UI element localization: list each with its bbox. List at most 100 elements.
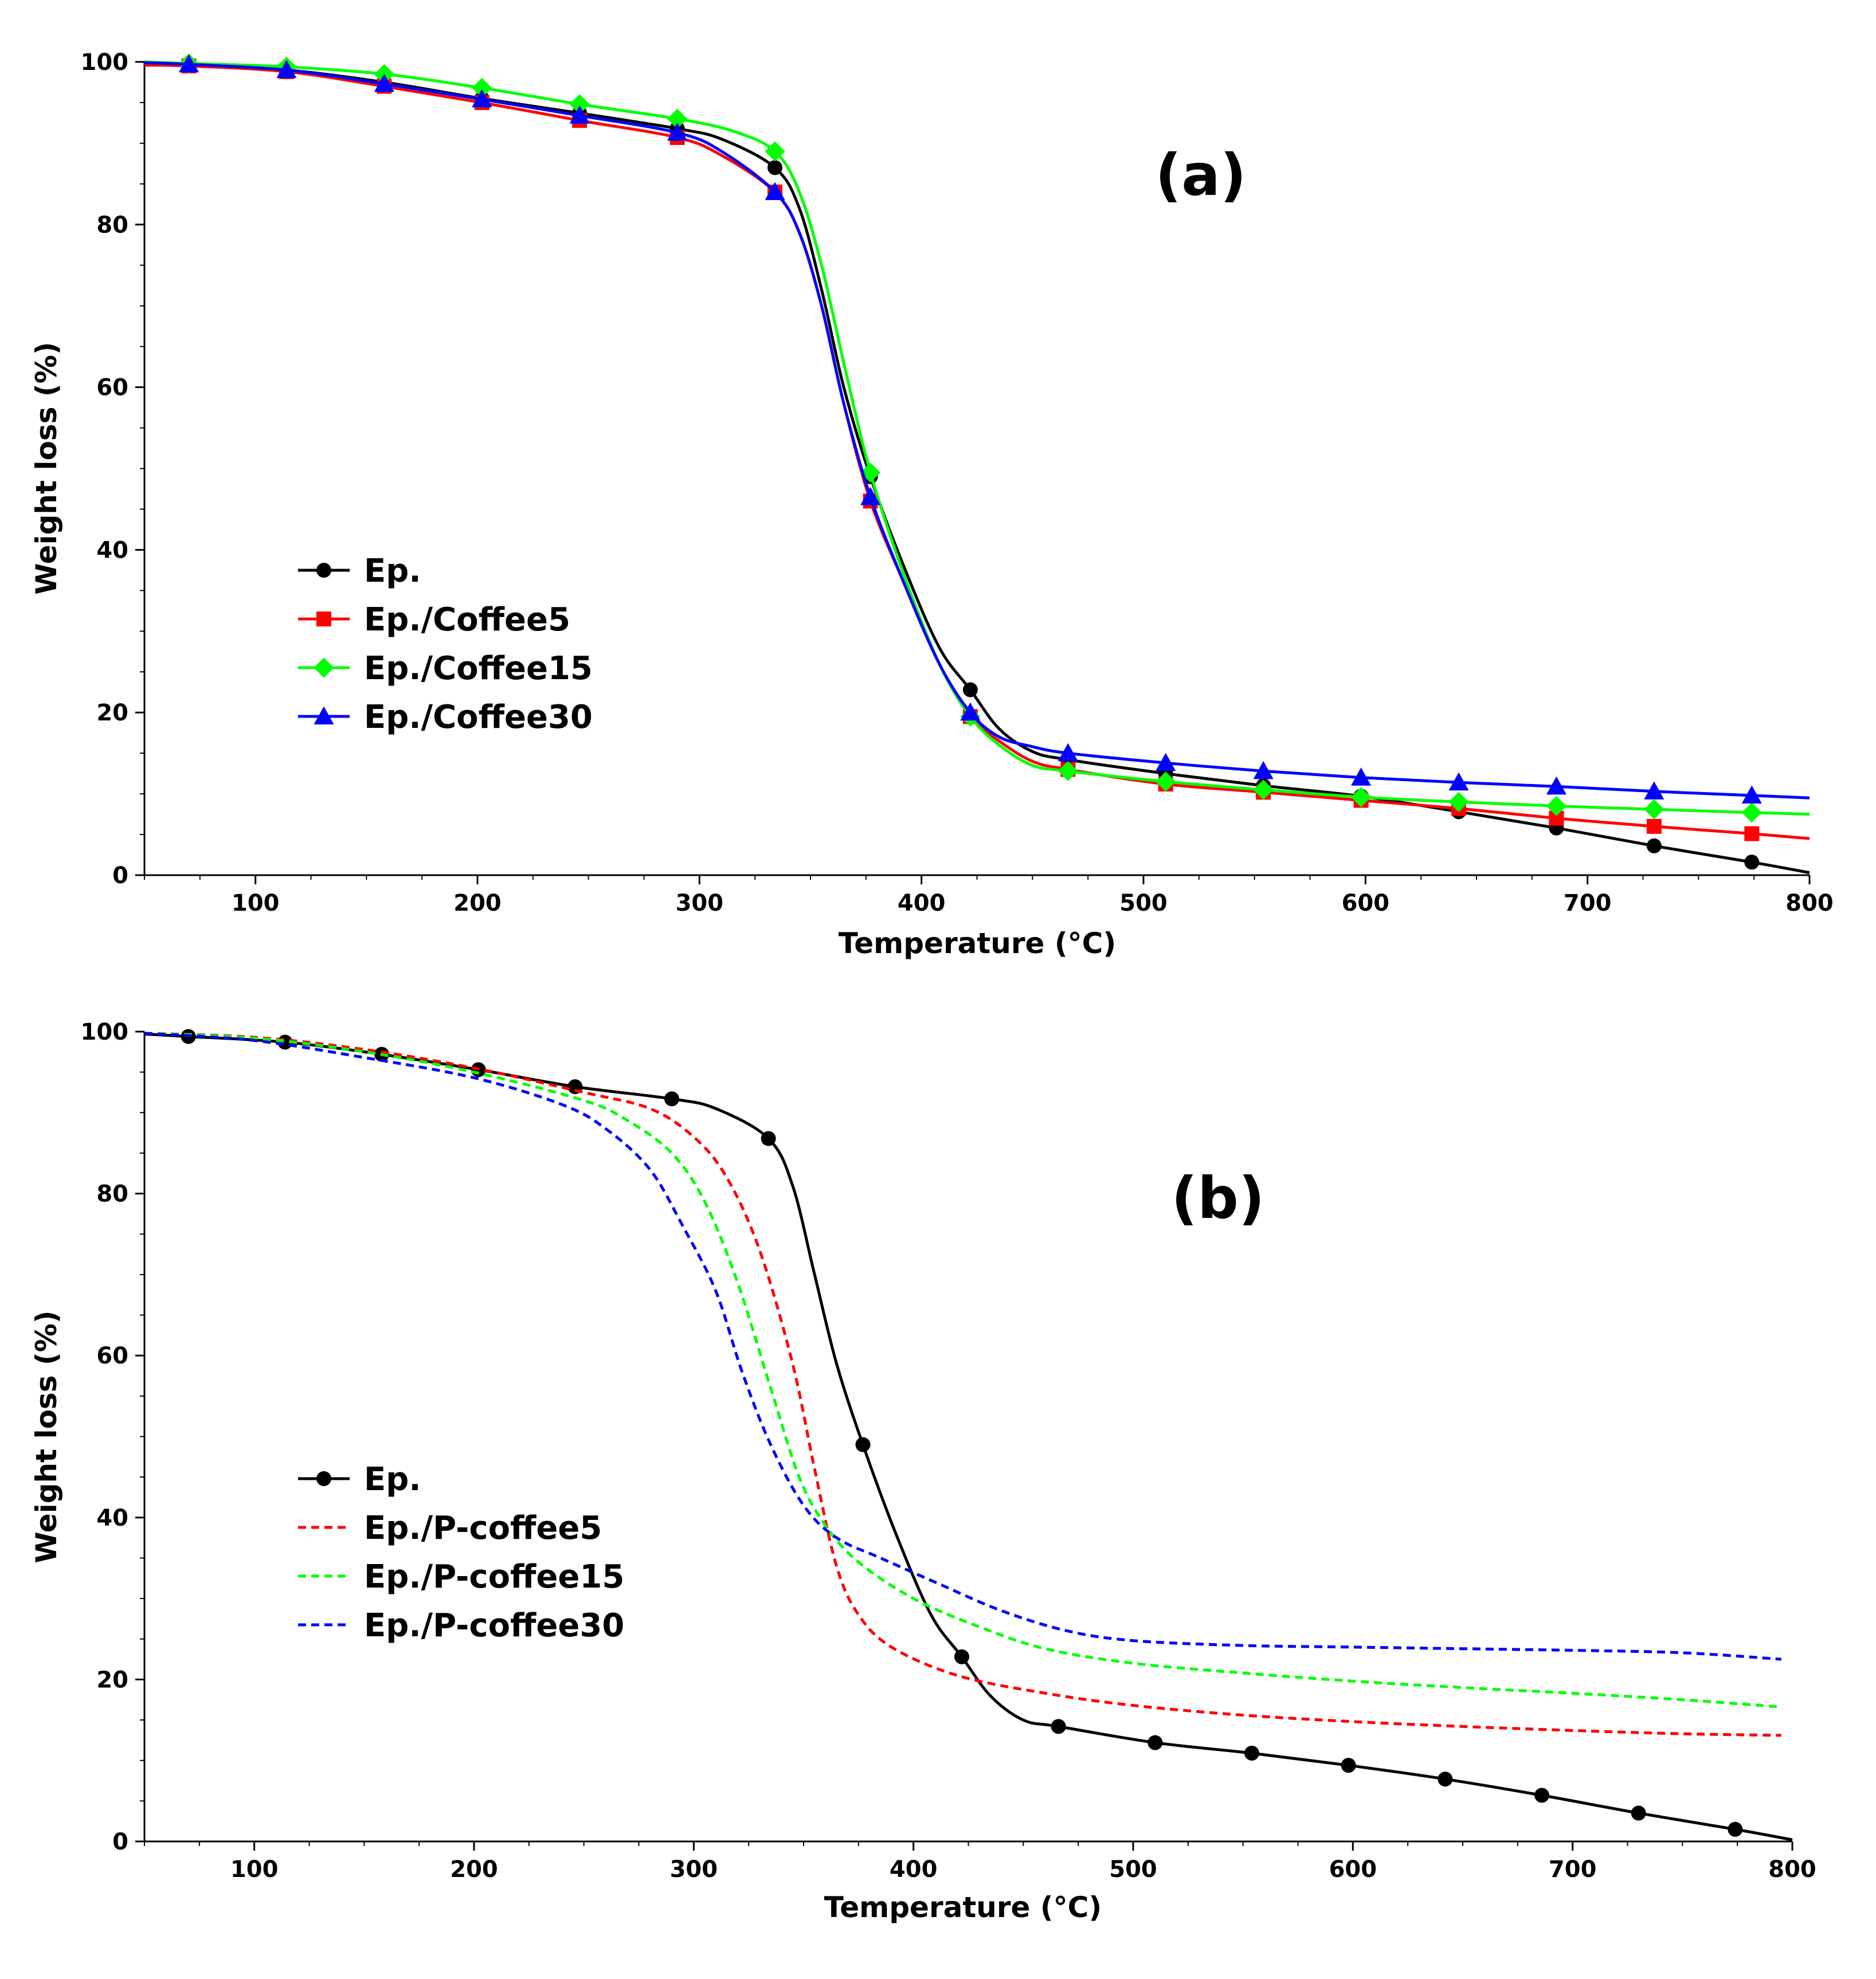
data-point [1728,1821,1743,1837]
legend-label: Ep. [364,1461,421,1498]
data-point [1351,767,1372,786]
data-point [1646,818,1662,834]
data-point [1341,1758,1356,1773]
y-tick-label: 60 [96,1343,128,1369]
legend-symbol [298,706,350,725]
plot-layer-b: 100 200 300 400 500 600 700 800 0 20 40 60 80 100 [81,1019,1816,1883]
data-point [765,141,785,162]
x-tick-label: 200 [453,890,502,916]
legend-label: Ep./P-coffee30 [364,1607,624,1644]
data-point [860,487,881,505]
data-point [855,1437,871,1452]
legend-entry: Ep./Coffee15 [298,650,593,687]
data-point [1546,795,1566,816]
y-tick-label: 20 [96,1667,128,1693]
x-tick-label: 400 [898,890,946,916]
y-tick-label: 100 [81,1019,129,1045]
data-point [316,1471,331,1486]
y-tick-label: 0 [112,863,128,889]
data-point [1646,838,1662,853]
x-tick-label: 500 [1119,890,1168,916]
data-point [1244,1745,1259,1761]
data-point [472,89,492,108]
data-point [767,160,783,175]
legend-a: Ep. Ep./Coffee5 Ep./Coffee15 Ep./Coffee3… [298,552,593,736]
x-tick-label: 100 [232,890,280,916]
data-point [1351,787,1372,808]
data-point [276,60,297,79]
data-point [1448,791,1469,812]
x-tick-label: 800 [1768,1856,1816,1883]
x-tick-label: 500 [1109,1856,1157,1883]
data-point [1156,771,1176,792]
legend-b: Ep. Ep./P-coffee5 Ep./P-coffee15 Ep./P-c… [298,1461,624,1644]
legend-symbol [298,657,350,678]
data-point [1438,1772,1453,1787]
data-point [1644,781,1664,800]
data-point [1744,826,1760,841]
y-tick-label: 20 [96,700,128,726]
data-point [1744,855,1760,870]
data-point [761,1131,776,1146]
data-point [667,108,688,129]
y-tick-label: 40 [96,537,128,563]
data-point [1534,1788,1549,1803]
x-tick-label: 300 [670,1856,718,1883]
legend-symbol [298,1471,350,1486]
data-point [1051,1719,1066,1734]
chart-panel-b: 100 200 300 400 500 600 700 800 0 20 40 60 80 100 Ep.… [30,1019,1816,1924]
data-point [664,1091,679,1107]
x-tick-label: 800 [1785,890,1834,916]
x-tick-label: 600 [1329,1856,1377,1883]
x-tick-label: 600 [1342,890,1390,916]
data-point [960,702,981,721]
y-tick-label: 0 [112,1829,128,1855]
data-point [316,563,331,578]
x-tick-label: 200 [450,1856,498,1883]
data-point [1147,1735,1163,1750]
data-point [1644,799,1664,820]
chart-panel-a: 100 200 300 400 500 600 700 800 0 20 40 60 80 100 Ep.… [30,49,1834,960]
y-axis-title: Weight loss (%) [30,1310,63,1563]
legend-label: Ep./Coffee15 [364,650,593,687]
data-point [962,682,978,697]
data-point [1741,802,1762,823]
x-tick-label: 300 [676,890,724,916]
y-tick-label: 60 [96,375,128,401]
legend-label: Ep. [364,552,421,590]
y-tick-label: 100 [81,49,129,76]
plot-layer-a: 100 200 300 400 500 600 700 800 0 20 40 60 80 100 [81,49,1834,916]
y-tick-label: 80 [96,212,128,238]
legend-symbol [298,563,350,578]
series-line [144,1032,1781,1737]
data-point [1156,753,1176,771]
x-tick-label: 400 [890,1856,938,1883]
data-point [314,657,334,678]
data-point [316,612,331,626]
data-point [1631,1805,1646,1821]
y-tick-label: 80 [96,1181,128,1208]
legend-entry: Ep./Coffee5 [298,601,570,638]
data-point [954,1649,969,1664]
data-point [178,54,199,73]
panel-label: (a) [1156,142,1247,209]
legend-label: Ep./Coffee5 [364,601,570,638]
series-line [144,1032,1781,1708]
x-tick-label: 100 [230,1856,279,1883]
legend-entry: Ep./P-coffee5 [298,1510,602,1547]
data-point [314,706,334,725]
x-tick-label: 700 [1549,1856,1597,1883]
legend-label: Ep./P-coffee5 [364,1510,602,1547]
x-axis-title: Temperature (°C) [824,1891,1102,1924]
legend-symbol [298,612,350,626]
data-point [1058,743,1078,762]
series-line [144,1032,1781,1661]
x-axis-title: Temperature (°C) [839,927,1116,960]
data-point [1546,776,1566,795]
legend-entry: Ep. [298,1461,421,1498]
data-point [374,73,394,92]
data-point [765,182,785,201]
legend-label: Ep./Coffee30 [364,699,593,736]
